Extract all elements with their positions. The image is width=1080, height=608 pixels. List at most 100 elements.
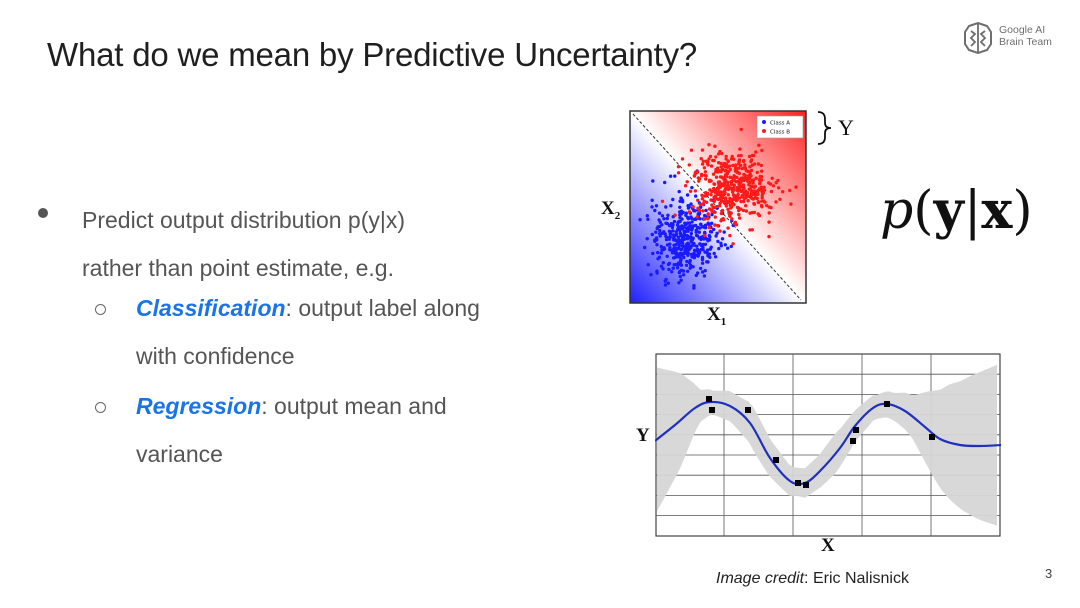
class-b-point [696, 176, 700, 180]
brain-icon [964, 22, 992, 54]
class-a-point [712, 227, 716, 232]
class-a-point [689, 225, 694, 229]
sub-bullet-classification: Classification: output label along with … [136, 284, 556, 380]
class-b-point [702, 166, 707, 170]
class-a-point [667, 261, 672, 266]
class-b-point [737, 208, 741, 213]
class-b-point [754, 196, 759, 200]
formula-open-paren: ( [913, 181, 934, 241]
class-b-point [742, 186, 746, 191]
class-b-point [729, 175, 733, 180]
class-b-point [776, 178, 780, 183]
class-b-point [761, 191, 765, 195]
class-b-point [747, 187, 751, 191]
class-a-point [678, 205, 682, 209]
class-b-point [711, 172, 716, 176]
class-a-point [687, 225, 691, 229]
class-b-point [724, 154, 728, 159]
class-a-point [664, 205, 668, 209]
class-a-point [666, 236, 670, 240]
class-a-point [689, 216, 694, 221]
class-b-point [736, 189, 740, 193]
class-b-point [734, 163, 738, 167]
class-a-point [692, 284, 696, 288]
class-b-point [707, 157, 711, 161]
class-a-point [713, 255, 718, 259]
class-a-point [673, 233, 677, 238]
class-b-point [676, 171, 681, 175]
class-b-point [698, 202, 702, 206]
logo-text: Google AI Brain Team [999, 24, 1052, 48]
class-b-point [789, 202, 793, 206]
class-b-point [713, 223, 717, 227]
legend-class-b: Class B [770, 130, 790, 136]
class-a-point [697, 230, 701, 234]
formula-p: p [880, 181, 914, 241]
class-a-point [687, 261, 692, 265]
class-b-point [700, 162, 705, 166]
class-b-point [744, 209, 749, 213]
class-b-point [739, 153, 743, 158]
class-b-point [708, 188, 712, 192]
class-b-point [752, 162, 757, 166]
x1-letter: X [707, 304, 721, 325]
class-a-point [659, 244, 663, 249]
class-a-point [661, 267, 665, 271]
class-a-point [698, 222, 703, 226]
class-a-point [658, 228, 662, 233]
class-a-point [662, 217, 666, 221]
class-a-point [673, 174, 677, 178]
class-b-point [673, 213, 677, 217]
class-a-point [658, 232, 662, 236]
class-b-point [725, 170, 730, 175]
class-b-point [760, 199, 764, 203]
class-b-point [716, 152, 721, 156]
class-b-point [739, 199, 743, 204]
class-b-points [660, 125, 798, 246]
class-b-point [708, 154, 713, 159]
class-a-point [660, 214, 665, 218]
class-a-point [646, 217, 650, 221]
class-a-point [682, 255, 686, 260]
class-b-point [769, 205, 773, 210]
classification-term: Classification [136, 295, 286, 321]
class-a-point [643, 245, 647, 250]
class-a-point [663, 180, 667, 185]
class-b-point [758, 181, 762, 186]
class-b-point [697, 208, 702, 213]
class-b-point [706, 212, 710, 216]
class-b-point [704, 177, 708, 181]
class-a-point [685, 246, 689, 250]
class-b-point [719, 161, 723, 166]
regression-y-label: Y [636, 425, 650, 446]
class-b-point [737, 183, 741, 187]
class-b-point [728, 211, 733, 215]
sub-bullet-circle-1 [95, 304, 106, 315]
class-a-point [674, 238, 678, 243]
class-a-point [678, 215, 682, 220]
observation-point [929, 434, 935, 440]
class-a-point [677, 243, 681, 248]
class-a-point [679, 258, 683, 262]
credit-prefix: Image credit [716, 570, 805, 587]
class-a-point [685, 193, 690, 197]
formula-y: y [933, 180, 964, 241]
class-a-point [676, 261, 681, 265]
class-b-point [696, 206, 700, 210]
sub-bullet-2-line-1: Regression: output mean and [136, 382, 556, 430]
class-a-point [703, 269, 707, 273]
class-a-point [694, 194, 698, 198]
class-a-point [682, 225, 686, 229]
class-b-point [749, 191, 754, 196]
class-b-point [730, 188, 734, 192]
class-b-point [757, 187, 762, 191]
class-a-point [686, 204, 690, 208]
class-a-point [674, 230, 678, 234]
legend-class-a: Class A [770, 121, 790, 127]
class-a-point [654, 204, 659, 208]
class-a-point [708, 230, 713, 234]
class-b-point [692, 174, 697, 178]
class-a-point [684, 263, 689, 267]
class-b-point [701, 202, 705, 206]
class-a-point [706, 248, 710, 252]
